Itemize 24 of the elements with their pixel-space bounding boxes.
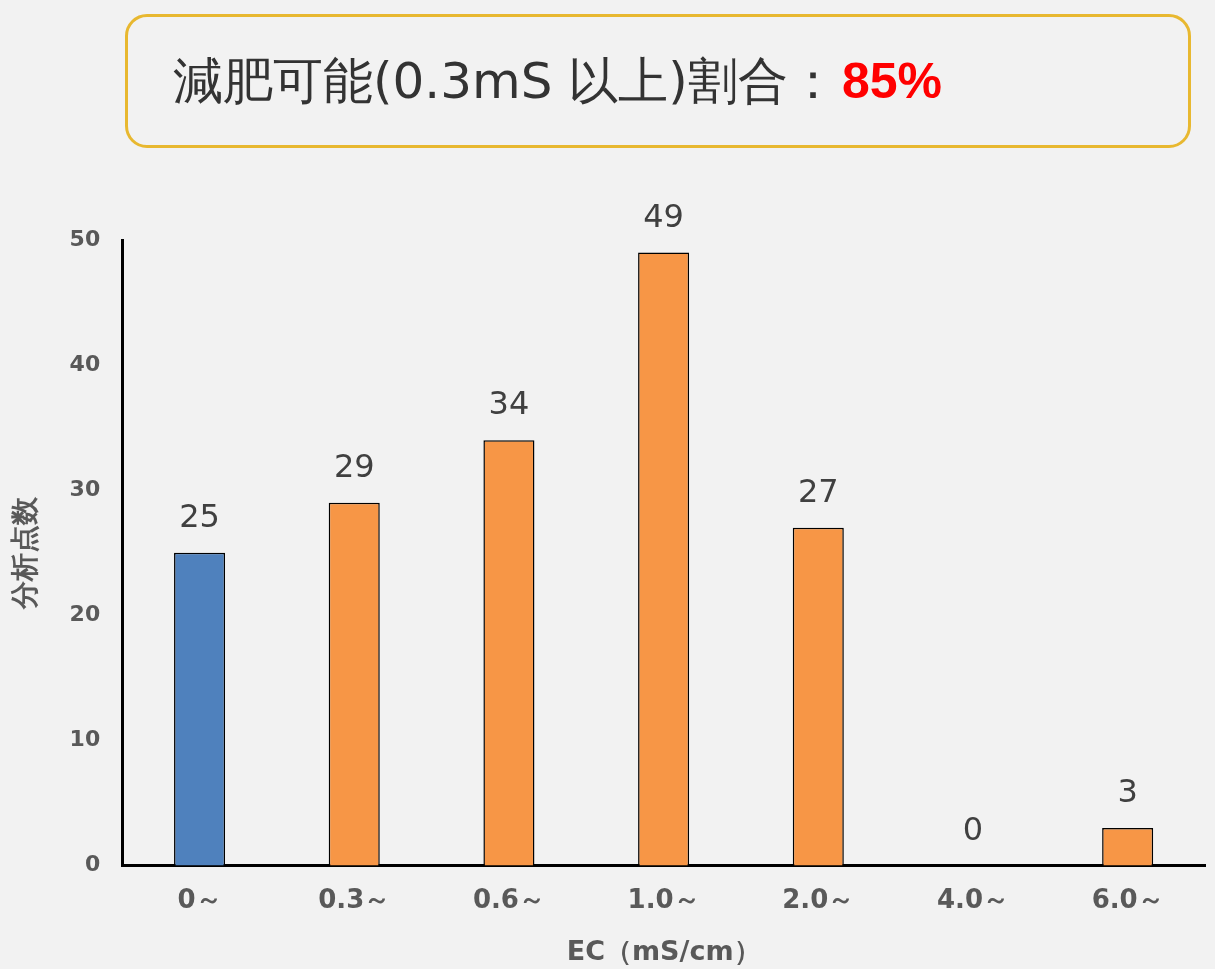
chart-title: 減肥可能(0.3mS 以上)割合： [173,50,838,112]
data-label: 49 [643,196,684,235]
x-tick-label: 0～ [177,883,222,914]
data-label: 3 [1117,772,1138,811]
x-tick-label: 4.0～ [936,883,1010,914]
y-tick-label: 50 [69,225,101,251]
data-label: 0 [962,809,984,848]
data-label: 34 [488,384,530,423]
x-tick-label: 2.0～ [782,883,855,914]
data-label: 29 [333,446,375,485]
x-tick-label: 1.0～ [627,883,700,914]
x-tick-label: 0.3～ [318,883,391,914]
y-tick-label: 0 [84,851,101,877]
y-tick-label: 20 [69,600,101,626]
x-tick-label: 0.6～ [472,883,545,914]
data-label: 25 [179,497,220,536]
x-axis-title: EC（mS/cm） [566,934,761,966]
data-label: 27 [797,472,839,510]
text: 85% [841,52,942,110]
x-tick-label: 6.0～ [1091,883,1164,914]
y-tick-label: 10 [69,726,101,752]
y-axis-title: 分析点数 [8,495,42,610]
y-tick-label: 30 [69,475,101,501]
y-tick-label: 40 [69,350,101,376]
